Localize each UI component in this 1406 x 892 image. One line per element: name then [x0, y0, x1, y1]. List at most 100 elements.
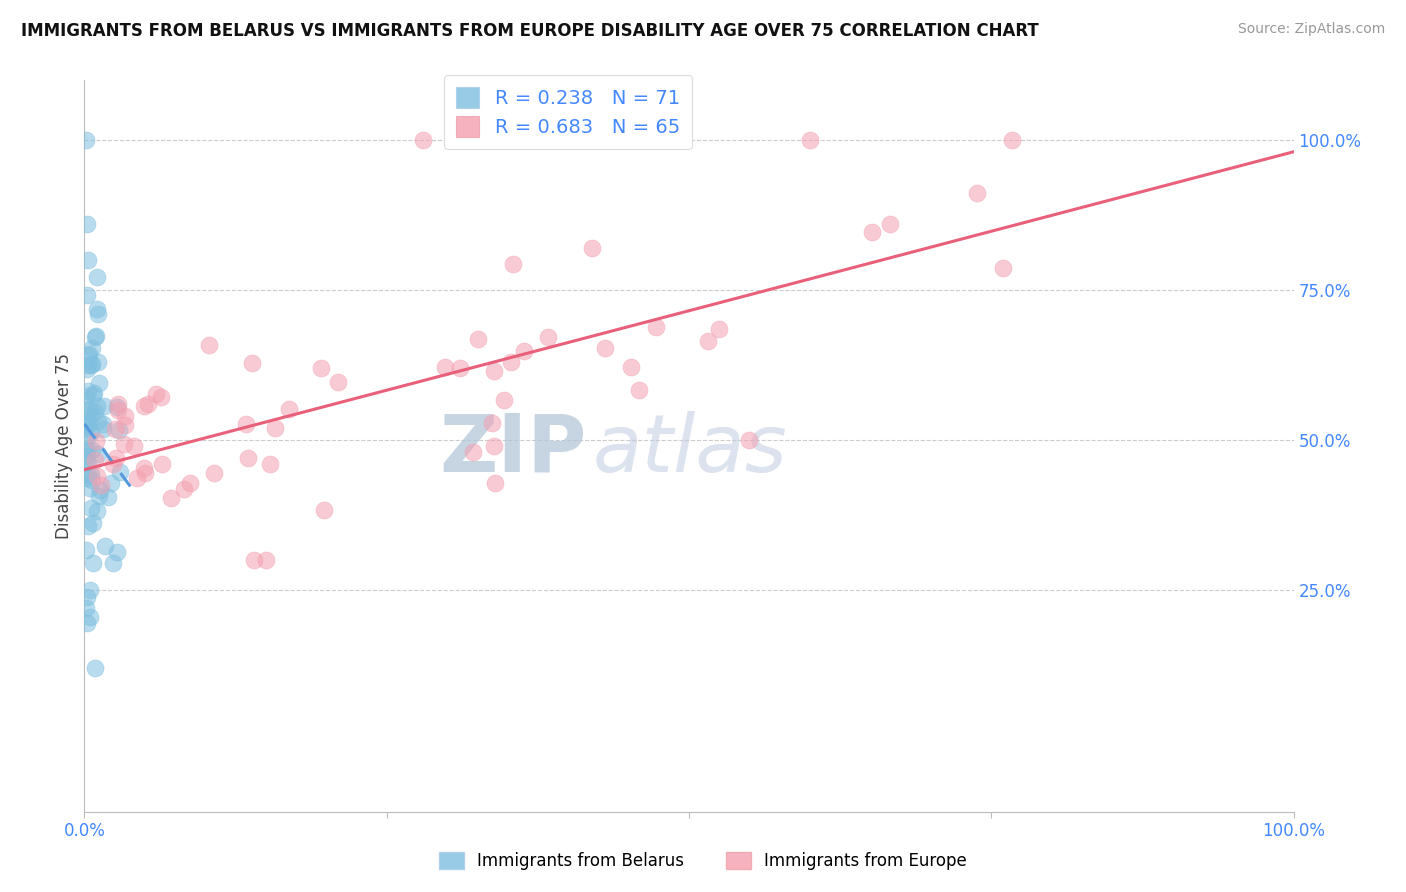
Point	[80, 342, 103, 356]
Point	[537, 330, 560, 344]
Point	[77, 467, 100, 482]
Point	[86, 504, 108, 518]
Point	[84, 453, 107, 467]
Point	[75, 420, 97, 434]
Point	[89, 483, 111, 497]
Point	[482, 439, 505, 453]
Point	[860, 225, 883, 239]
Point	[79, 481, 101, 495]
Point	[77, 358, 100, 372]
Point	[76, 348, 98, 362]
Point	[76, 442, 98, 456]
Point	[82, 556, 104, 570]
Point	[80, 473, 103, 487]
Point	[966, 186, 988, 200]
Point	[105, 450, 128, 465]
Point	[86, 434, 108, 448]
Point	[87, 446, 110, 460]
Point	[738, 433, 761, 447]
Point	[94, 539, 117, 553]
Point	[75, 600, 97, 615]
Point	[104, 422, 127, 436]
Point	[1001, 133, 1024, 147]
Point	[80, 425, 103, 439]
Point	[76, 416, 98, 430]
Point	[259, 457, 281, 471]
Point	[75, 403, 97, 417]
Point	[707, 322, 730, 336]
Point	[82, 516, 104, 530]
Point	[77, 384, 100, 399]
Point	[79, 610, 101, 624]
Point	[513, 343, 536, 358]
Point	[149, 390, 172, 404]
Point	[593, 341, 616, 355]
Point	[125, 471, 148, 485]
Point	[86, 399, 108, 413]
Point	[82, 387, 104, 401]
Point	[114, 417, 136, 432]
Point	[75, 471, 97, 485]
Point	[80, 442, 103, 457]
Point	[492, 392, 515, 407]
Point	[236, 450, 259, 465]
Point	[79, 583, 101, 598]
Point	[312, 503, 335, 517]
Point	[76, 616, 98, 631]
Point	[105, 400, 128, 414]
Point	[240, 356, 263, 370]
Point	[84, 329, 107, 343]
Point	[134, 466, 156, 480]
Point	[108, 465, 131, 479]
Point	[235, 417, 257, 431]
Point	[620, 360, 643, 375]
Point	[87, 355, 110, 369]
Point	[75, 443, 97, 458]
Point	[159, 491, 181, 505]
Point	[993, 261, 1015, 276]
Point	[76, 288, 98, 302]
Point	[644, 320, 666, 334]
Point	[433, 360, 456, 375]
Point	[75, 542, 97, 557]
Text: Source: ZipAtlas.com: Source: ZipAtlas.com	[1237, 22, 1385, 37]
Point	[76, 456, 98, 470]
Point	[799, 133, 821, 147]
Point	[254, 553, 277, 567]
Point	[484, 476, 506, 491]
Point	[77, 416, 100, 430]
Point	[482, 363, 505, 377]
Point	[80, 358, 103, 372]
Point	[75, 455, 97, 469]
Point	[112, 437, 135, 451]
Point	[697, 334, 720, 349]
Point	[105, 545, 128, 559]
Point	[145, 387, 167, 401]
Point	[77, 253, 100, 268]
Text: atlas: atlas	[592, 410, 787, 489]
Point	[75, 389, 97, 403]
Text: IMMIGRANTS FROM BELARUS VS IMMIGRANTS FROM EUROPE DISABILITY AGE OVER 75 CORRELA: IMMIGRANTS FROM BELARUS VS IMMIGRANTS FR…	[21, 22, 1039, 40]
Point	[202, 466, 225, 480]
Point	[481, 416, 503, 430]
Text: ZIP: ZIP	[439, 410, 586, 489]
Point	[87, 376, 110, 390]
Point	[91, 417, 114, 431]
Point	[82, 357, 104, 371]
Point	[242, 553, 264, 567]
Point	[449, 360, 471, 375]
Point	[134, 461, 156, 475]
Point	[173, 482, 195, 496]
Point	[79, 402, 101, 417]
Point	[76, 590, 98, 604]
Point	[93, 399, 115, 413]
Point	[77, 346, 100, 360]
Point	[87, 307, 110, 321]
Point	[879, 217, 901, 231]
Point	[87, 489, 110, 503]
Point	[467, 333, 489, 347]
Point	[108, 423, 131, 437]
Point	[84, 661, 107, 675]
Point	[76, 362, 98, 376]
Point	[628, 383, 651, 397]
